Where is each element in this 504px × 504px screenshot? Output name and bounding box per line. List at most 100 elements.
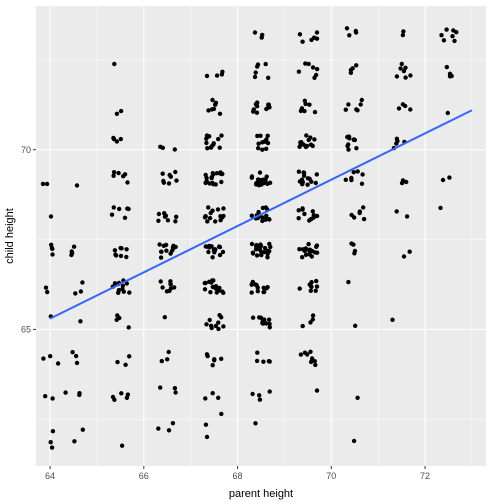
plot-panel xyxy=(36,6,486,466)
minor-gridlines xyxy=(36,6,486,466)
data-point xyxy=(114,317,119,322)
data-point xyxy=(219,356,224,361)
data-point xyxy=(172,386,178,391)
data-point xyxy=(440,177,446,183)
data-point xyxy=(307,218,312,223)
data-point xyxy=(403,65,408,71)
data-point xyxy=(265,140,271,146)
data-point xyxy=(254,243,259,249)
data-point xyxy=(221,290,226,295)
data-point xyxy=(157,242,162,247)
data-point xyxy=(408,107,413,112)
data-point xyxy=(399,61,404,67)
data-point xyxy=(49,242,54,247)
data-point xyxy=(117,206,122,212)
data-point xyxy=(296,69,302,74)
data-point xyxy=(158,279,163,284)
data-point xyxy=(217,252,223,258)
y-tick-label: 65 xyxy=(21,324,31,334)
data-point xyxy=(158,385,163,390)
data-point xyxy=(346,102,351,107)
data-point xyxy=(314,388,320,393)
data-point xyxy=(360,172,365,177)
data-point xyxy=(173,169,178,175)
data-point xyxy=(351,170,356,175)
data-point xyxy=(166,428,172,433)
data-point xyxy=(260,147,265,152)
data-point xyxy=(164,289,170,294)
data-point xyxy=(304,143,310,149)
data-point xyxy=(306,61,311,67)
data-point xyxy=(162,211,167,216)
data-point xyxy=(112,281,118,286)
data-point xyxy=(256,146,261,151)
data-point xyxy=(218,214,223,219)
data-point xyxy=(125,180,130,185)
data-point xyxy=(74,360,80,366)
data-point xyxy=(307,102,312,107)
data-point xyxy=(202,287,208,292)
data-point xyxy=(438,205,443,211)
data-point xyxy=(213,102,218,107)
data-point xyxy=(306,137,311,143)
data-point xyxy=(209,144,214,149)
data-point xyxy=(159,358,164,364)
data-point xyxy=(344,26,350,31)
data-point xyxy=(355,395,360,400)
x-tick-label: 68 xyxy=(233,471,243,481)
data-point xyxy=(215,207,221,212)
data-point xyxy=(126,325,131,330)
data-point xyxy=(261,359,266,364)
data-point xyxy=(255,177,261,182)
data-point xyxy=(80,427,86,432)
data-point xyxy=(256,141,261,146)
data-point xyxy=(444,64,449,70)
data-point xyxy=(173,219,178,224)
data-point xyxy=(252,30,258,35)
data-point xyxy=(256,209,261,215)
data-point xyxy=(121,289,127,294)
data-point xyxy=(71,244,77,249)
data-point xyxy=(310,65,316,70)
data-point xyxy=(116,170,121,176)
data-point xyxy=(309,356,315,361)
data-point xyxy=(216,395,221,400)
data-point xyxy=(303,61,308,66)
data-point xyxy=(158,144,163,149)
data-point xyxy=(156,218,161,223)
data-point xyxy=(208,290,213,295)
regression-line xyxy=(49,109,473,320)
data-point xyxy=(217,111,223,117)
data-point xyxy=(207,243,212,249)
data-point xyxy=(206,205,211,210)
data-point xyxy=(359,97,364,103)
data-point xyxy=(253,70,258,75)
data-point xyxy=(212,357,217,362)
data-point xyxy=(266,105,271,110)
data-point xyxy=(312,359,317,364)
data-point xyxy=(352,137,358,143)
data-point xyxy=(213,323,219,329)
data-point xyxy=(302,350,308,355)
data-point xyxy=(160,171,165,176)
data-point xyxy=(297,247,302,252)
data-point xyxy=(112,248,118,253)
data-point xyxy=(400,178,406,183)
data-point xyxy=(255,289,260,294)
data-point xyxy=(349,241,354,246)
data-point xyxy=(265,181,270,186)
data-point xyxy=(109,212,115,217)
data-point xyxy=(254,253,260,258)
data-point xyxy=(450,34,455,39)
data-point xyxy=(216,136,221,142)
data-point xyxy=(394,74,400,79)
data-point xyxy=(265,285,270,290)
data-point xyxy=(156,426,161,431)
data-point xyxy=(314,284,320,289)
data-point xyxy=(172,285,177,290)
data-point xyxy=(164,248,169,253)
data-point xyxy=(166,181,172,186)
data-point xyxy=(205,219,210,224)
data-point xyxy=(219,179,224,185)
